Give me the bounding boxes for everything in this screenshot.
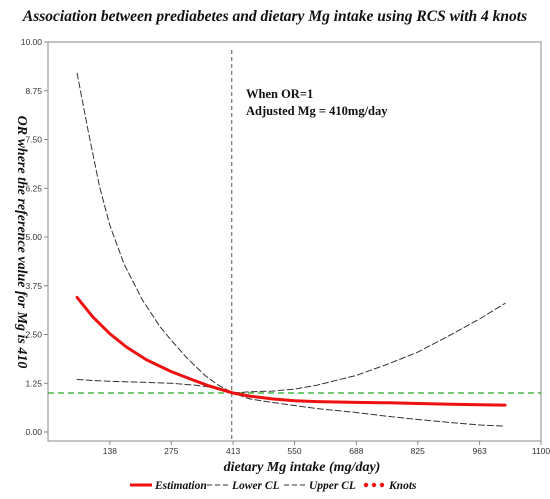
legend-swatch-dot <box>371 482 377 488</box>
y-tick-label: 3.75 <box>25 281 42 291</box>
x-tick-label: 413 <box>226 446 240 456</box>
series-upper-cl <box>76 72 506 394</box>
x-tick-label: 550 <box>287 446 301 456</box>
x-tick-label: 1100 <box>532 446 550 456</box>
x-tick-label: 825 <box>411 446 425 456</box>
x-tick-label: 688 <box>349 446 363 456</box>
x-axis-ticks: 138 275 413 550 688 825 963 1100 <box>103 441 550 456</box>
annotation-or-equals-1: When OR=1 <box>246 87 313 101</box>
y-axis-ticks: 0.00 1.25 2.50 3.75 5.00 6.25 7.50 8.75 10.00 <box>21 37 48 437</box>
y-tick-label: 7.50 <box>25 135 42 145</box>
y-tick-label: 6.25 <box>25 183 42 193</box>
legend-item-estimation: Estimation <box>130 480 207 492</box>
series-layer <box>75 72 507 427</box>
legend-item-lower-cl: Lower CL <box>207 480 280 492</box>
chart-title: Association between prediabetes and diet… <box>22 8 527 25</box>
y-axis-label: OR where the reference value for Mg is 4… <box>14 116 29 369</box>
legend-item-knots: Knots <box>363 480 417 492</box>
x-tick-label: 138 <box>103 446 117 456</box>
legend-swatch-dot <box>379 482 385 488</box>
y-tick-label: 2.50 <box>25 330 42 340</box>
legend-label: Lower CL <box>231 480 280 492</box>
legend: Estimation Lower CL Upper CL Knots <box>130 480 417 492</box>
series-lower-cl <box>76 378 506 427</box>
plot-frame <box>47 41 542 442</box>
legend-label: Estimation <box>154 480 207 492</box>
legend-label: Upper CL <box>309 480 356 492</box>
legend-swatch-dot <box>363 482 369 488</box>
y-tick-label: 8.75 <box>25 86 42 96</box>
x-tick-label: 275 <box>164 446 178 456</box>
y-tick-label: 1.25 <box>25 378 42 388</box>
x-axis-label: dietary Mg intake (mg/day) <box>224 460 381 475</box>
y-tick-label: 0.00 <box>25 427 42 437</box>
annotation-adjusted-mg: Adjusted Mg = 410mg/day <box>246 104 388 118</box>
y-tick-label: 5.00 <box>25 232 42 242</box>
y-tick-label: 10.00 <box>21 37 43 47</box>
reference-lines <box>48 50 541 441</box>
legend-label: Knots <box>388 480 417 492</box>
legend-item-upper-cl: Upper CL <box>284 480 356 492</box>
x-tick-label: 963 <box>473 446 487 456</box>
series-estimation <box>75 295 507 407</box>
